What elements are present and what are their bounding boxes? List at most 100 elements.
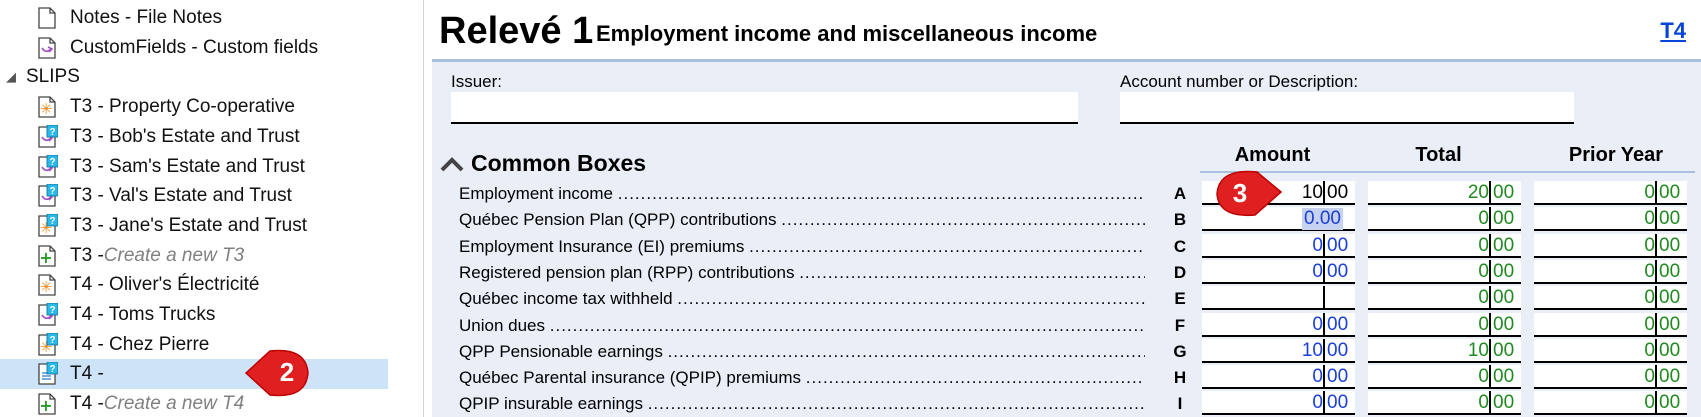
cents-separator [1323, 233, 1325, 258]
column-prior-year: Prior Year [1568, 144, 1664, 166]
dollars-value: 0 [1312, 234, 1323, 256]
cents-separator [1489, 338, 1491, 363]
form-title: Relevé 1 [439, 10, 594, 52]
issuer-input[interactable] [451, 92, 1078, 124]
badge-number: 3 [1232, 178, 1248, 208]
total-field: 0 00 [1368, 312, 1521, 337]
tree-item[interactable]: ? T3 - Bob's Estate and Trust [0, 122, 300, 152]
svg-text:✳: ✳ [40, 278, 53, 296]
cents-value: 00 [1327, 392, 1349, 414]
chevron-up-icon[interactable] [439, 155, 465, 173]
tree-item-label: T4 - Chez Pierre [70, 333, 210, 355]
amount-field[interactable]: 0 00 [1202, 312, 1355, 337]
selected-slip-icon: ? [38, 362, 58, 386]
box-letter: A [1173, 184, 1187, 203]
svg-text:+: + [39, 396, 52, 415]
dollars-value: 0 [1644, 392, 1655, 414]
tree-item[interactable]: ? T4 - [0, 359, 388, 390]
document-icon [38, 7, 56, 29]
cents-value: 00 [1659, 234, 1681, 256]
file-tree-panel: Notes - File Notes CustomFields - Custom … [0, 0, 424, 417]
amount-field[interactable]: 0 00 [1202, 365, 1355, 390]
form-header: Relevé 1 Employment income and miscellan… [432, 0, 1701, 62]
prior-field: 0 00 [1534, 286, 1687, 311]
tree-item[interactable]: ✳? T3 - Jane's Estate and Trust [0, 211, 307, 241]
prior-field: 0 00 [1534, 181, 1687, 205]
asterisk-question-slip-icon: ✳? [38, 332, 58, 356]
amount-field[interactable]: 0.00 [1202, 207, 1355, 232]
common-boxes-header[interactable]: Common Boxes [439, 150, 646, 177]
amount-edit-value[interactable]: 0.00 [1302, 208, 1343, 231]
cents-value: 00 [1659, 260, 1681, 282]
box-letter: B [1173, 210, 1187, 230]
tree-group-slips[interactable]: ◢ SLIPS [0, 62, 80, 92]
tree-item[interactable]: Notes - File Notes [0, 3, 222, 33]
box-label: Québec income tax withheld .............… [459, 289, 1145, 309]
cents-value: 00 [1493, 339, 1515, 361]
total-field: 20 00 [1368, 181, 1521, 205]
prior-field: 0 00 [1534, 259, 1687, 284]
t4-link[interactable]: T4 [1660, 18, 1686, 43]
plus-slip-icon: + [38, 244, 56, 267]
box-letter: G [1173, 341, 1187, 361]
tree-item[interactable]: ✳ T3 - Property Co-operative [0, 92, 295, 122]
question-slip-icon: ? [38, 124, 58, 148]
amount-field[interactable]: 0 00 [1202, 391, 1355, 416]
box-label: QPP Pensionable earnings ...............… [459, 341, 1145, 361]
tree-item[interactable]: + T3 - Create a new T3 [0, 241, 244, 271]
tree-item[interactable]: ? T4 - Toms Trucks [0, 300, 215, 330]
dollars-value: 0 [1644, 339, 1655, 361]
asterisk-slip-icon: ✳ [38, 96, 56, 118]
account-input[interactable] [1120, 92, 1574, 124]
account-label: Account number or Description: [1120, 72, 1359, 91]
box-letter: D [1173, 262, 1187, 282]
tree-item[interactable]: ? T3 - Sam's Estate and Trust [0, 152, 305, 182]
cents-value: 00 [1659, 392, 1681, 414]
tree-item-label: T4 - [70, 363, 104, 385]
dollars-value: 0 [1644, 287, 1655, 309]
amount-field[interactable]: 10 00 [1202, 338, 1355, 363]
cents-separator [1655, 233, 1657, 258]
tree-item-label: T3 - Property Co-operative [70, 96, 295, 118]
cents-value: 00 [1659, 339, 1681, 361]
box-letter: I [1177, 394, 1183, 414]
total-field: 0 00 [1368, 233, 1521, 258]
svg-text:?: ? [49, 216, 55, 227]
svg-text:?: ? [49, 335, 55, 346]
svg-text:?: ? [49, 364, 55, 375]
cents-separator [1489, 207, 1491, 232]
tree-item[interactable]: CustomFields - Custom fields [0, 33, 318, 63]
box-label: QPIP insurable earnings ................… [459, 394, 1145, 414]
amount-field[interactable]: 0 00 [1202, 233, 1355, 258]
box-letter: H [1173, 368, 1187, 388]
dollars-value: 0 [1478, 392, 1489, 414]
dollars-value: 10 [1301, 182, 1323, 203]
prior-field: 0 00 [1534, 338, 1687, 363]
amount-field[interactable] [1202, 286, 1355, 311]
cents-separator [1323, 286, 1325, 311]
tree-item[interactable]: ✳ T4 - Oliver's Électricité [0, 270, 259, 300]
tree-item[interactable]: + T4 - Create a new T4 [0, 389, 244, 417]
box-letter: C [1173, 236, 1187, 256]
cents-separator [1489, 259, 1491, 284]
svg-text:✳: ✳ [40, 100, 53, 118]
dollars-value: 0 [1644, 313, 1655, 335]
cents-value: 00 [1493, 182, 1515, 203]
tree-item-hint: Create a new T3 [103, 244, 245, 266]
dollars-value: 10 [1467, 339, 1489, 361]
dollars-value: 0 [1644, 366, 1655, 388]
box-label: Registered pension plan (RPP) contributi… [459, 262, 1145, 282]
tree-item[interactable]: ✳? T4 - Chez Pierre [0, 330, 209, 360]
prior-field: 0 00 [1534, 233, 1687, 258]
tree-item-label: T3 - [70, 244, 104, 266]
tree-item[interactable]: ? T3 - Val's Estate and Trust [0, 181, 292, 211]
cents-separator [1655, 365, 1657, 390]
tree-item-label: T4 - [70, 393, 104, 415]
cents-separator [1489, 181, 1491, 205]
amount-field[interactable]: 0 00 [1202, 259, 1355, 284]
expand-triangle-icon[interactable]: ◢ [6, 69, 16, 85]
dollars-value: 0 [1312, 392, 1323, 414]
cents-value: 00 [1659, 182, 1681, 203]
cents-separator [1489, 312, 1491, 337]
dollars-value: 0 [1644, 234, 1655, 256]
